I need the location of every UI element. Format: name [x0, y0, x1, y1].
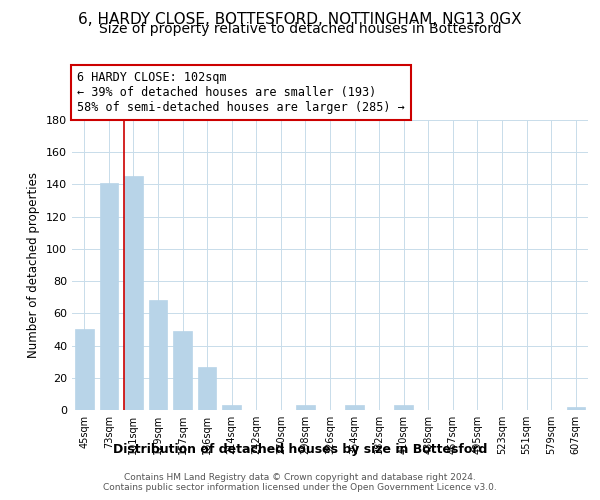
Bar: [100, 183, 118, 410]
Y-axis label: Number of detached properties: Number of detached properties: [28, 172, 40, 358]
Text: Contains public sector information licensed under the Open Government Licence v3: Contains public sector information licen…: [103, 484, 497, 492]
Bar: [395, 405, 413, 410]
Text: Contains HM Land Registry data © Crown copyright and database right 2024.: Contains HM Land Registry data © Crown c…: [124, 472, 476, 482]
Bar: [296, 405, 314, 410]
Bar: [346, 405, 364, 410]
Bar: [223, 405, 241, 410]
Text: Distribution of detached houses by size in Bottesford: Distribution of detached houses by size …: [113, 442, 487, 456]
Bar: [566, 407, 585, 410]
Text: 6, HARDY CLOSE, BOTTESFORD, NOTTINGHAM, NG13 0GX: 6, HARDY CLOSE, BOTTESFORD, NOTTINGHAM, …: [78, 12, 522, 28]
Bar: [173, 331, 192, 410]
Bar: [198, 366, 217, 410]
Text: Size of property relative to detached houses in Bottesford: Size of property relative to detached ho…: [98, 22, 502, 36]
Bar: [124, 176, 143, 410]
Bar: [75, 330, 94, 410]
Text: 6 HARDY CLOSE: 102sqm
← 39% of detached houses are smaller (193)
58% of semi-det: 6 HARDY CLOSE: 102sqm ← 39% of detached …: [77, 71, 405, 114]
Bar: [149, 300, 167, 410]
